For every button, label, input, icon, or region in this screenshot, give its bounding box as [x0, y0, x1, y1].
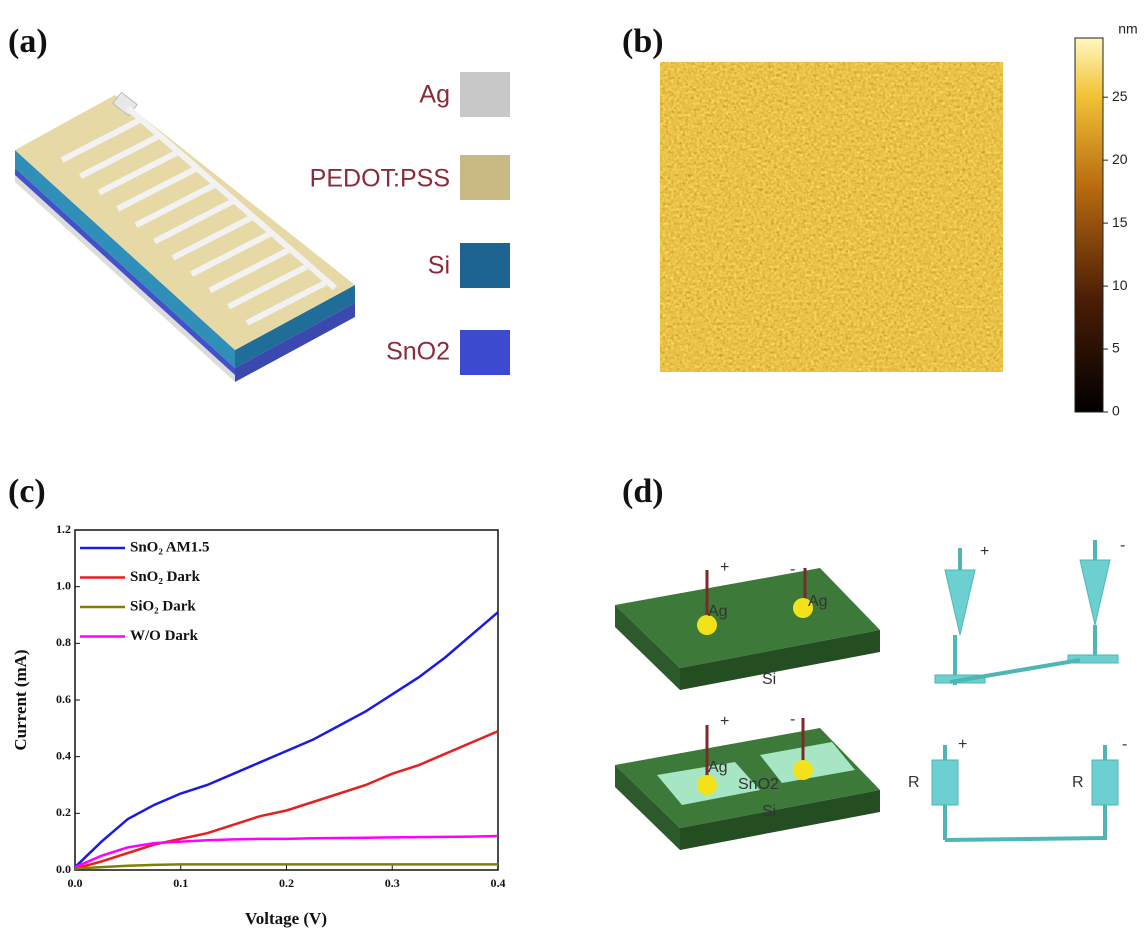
schematic — [615, 540, 1118, 850]
panel-label: (c) — [8, 473, 46, 510]
y-tick-label: 0.2 — [56, 805, 71, 819]
diagram-label: + — [958, 736, 967, 753]
diagram-label: + — [720, 713, 729, 730]
diagram-label: Ag — [708, 759, 728, 776]
colorbar-tick-label: 20 — [1112, 151, 1128, 167]
y-axis-title: Current (mA) — [11, 649, 30, 750]
colorbar-tick-label: 0 — [1112, 403, 1120, 419]
diagram-label: - — [1122, 736, 1127, 753]
diagram-label: + — [980, 543, 989, 560]
legend-label: SiO₂ Dark — [130, 598, 196, 614]
diagram-label: Si — [762, 671, 776, 688]
swatch — [460, 155, 510, 200]
y-tick-label: 0.4 — [56, 748, 71, 762]
figure: (a) (b) (c) (d) Ag PEDOT:PSS Si SnO2 nm … — [0, 0, 1148, 932]
diagram-label: Ag — [708, 603, 728, 620]
diagram-label: - — [790, 561, 795, 578]
y-tick-label: 1.0 — [56, 578, 71, 592]
colorbar — [1075, 38, 1103, 412]
material-label: PEDOT:PSS — [310, 165, 450, 193]
legend-label: W/O Dark — [130, 628, 199, 644]
legend-label: SnO₂ Dark — [130, 569, 201, 585]
material-label: Ag — [419, 81, 450, 109]
diagram-label: R — [1072, 774, 1084, 791]
swatch — [460, 243, 510, 288]
colorbar-unit: nm — [1118, 21, 1137, 37]
diagram-label: - — [1120, 537, 1125, 554]
x-tick-label: 0.3 — [385, 876, 400, 890]
diagram-label: Si — [762, 803, 776, 820]
y-tick-label: 0.8 — [56, 635, 71, 649]
afm-image — [660, 62, 1003, 372]
colorbar-tick-label: 5 — [1112, 340, 1120, 356]
diagram-label: - — [790, 711, 795, 728]
device-drawing — [15, 92, 355, 382]
x-tick-label: 0.4 — [491, 876, 506, 890]
diagram-label: Ag — [808, 593, 828, 610]
x-axis-title: Voltage (V) — [245, 909, 327, 928]
x-tick-label: 0.2 — [279, 876, 294, 890]
diagram-label: SnO2 — [738, 776, 779, 793]
series-line — [75, 612, 498, 867]
series-line — [75, 836, 498, 867]
x-tick-label: 0.0 — [68, 876, 83, 890]
colorbar-tick-label: 10 — [1112, 277, 1128, 293]
swatch — [460, 330, 510, 375]
legend-label: SnO₂ AM1.5 — [130, 539, 210, 555]
diagram-label: + — [720, 559, 729, 576]
colorbar-tick-label: 25 — [1112, 88, 1128, 104]
swatch — [460, 72, 510, 117]
y-tick-label: 0.6 — [56, 692, 71, 706]
colorbar-tick-label: 15 — [1112, 214, 1128, 230]
material-label: SnO2 — [386, 338, 450, 366]
panel-label: (d) — [622, 473, 664, 510]
panel-label: (b) — [622, 23, 664, 60]
panel-label: (a) — [8, 23, 48, 60]
diagram-label: R — [908, 774, 920, 791]
material-label: Si — [428, 252, 450, 280]
y-tick-label: 1.2 — [56, 522, 71, 536]
y-tick-label: 0.0 — [56, 862, 71, 876]
x-tick-label: 0.1 — [173, 876, 188, 890]
